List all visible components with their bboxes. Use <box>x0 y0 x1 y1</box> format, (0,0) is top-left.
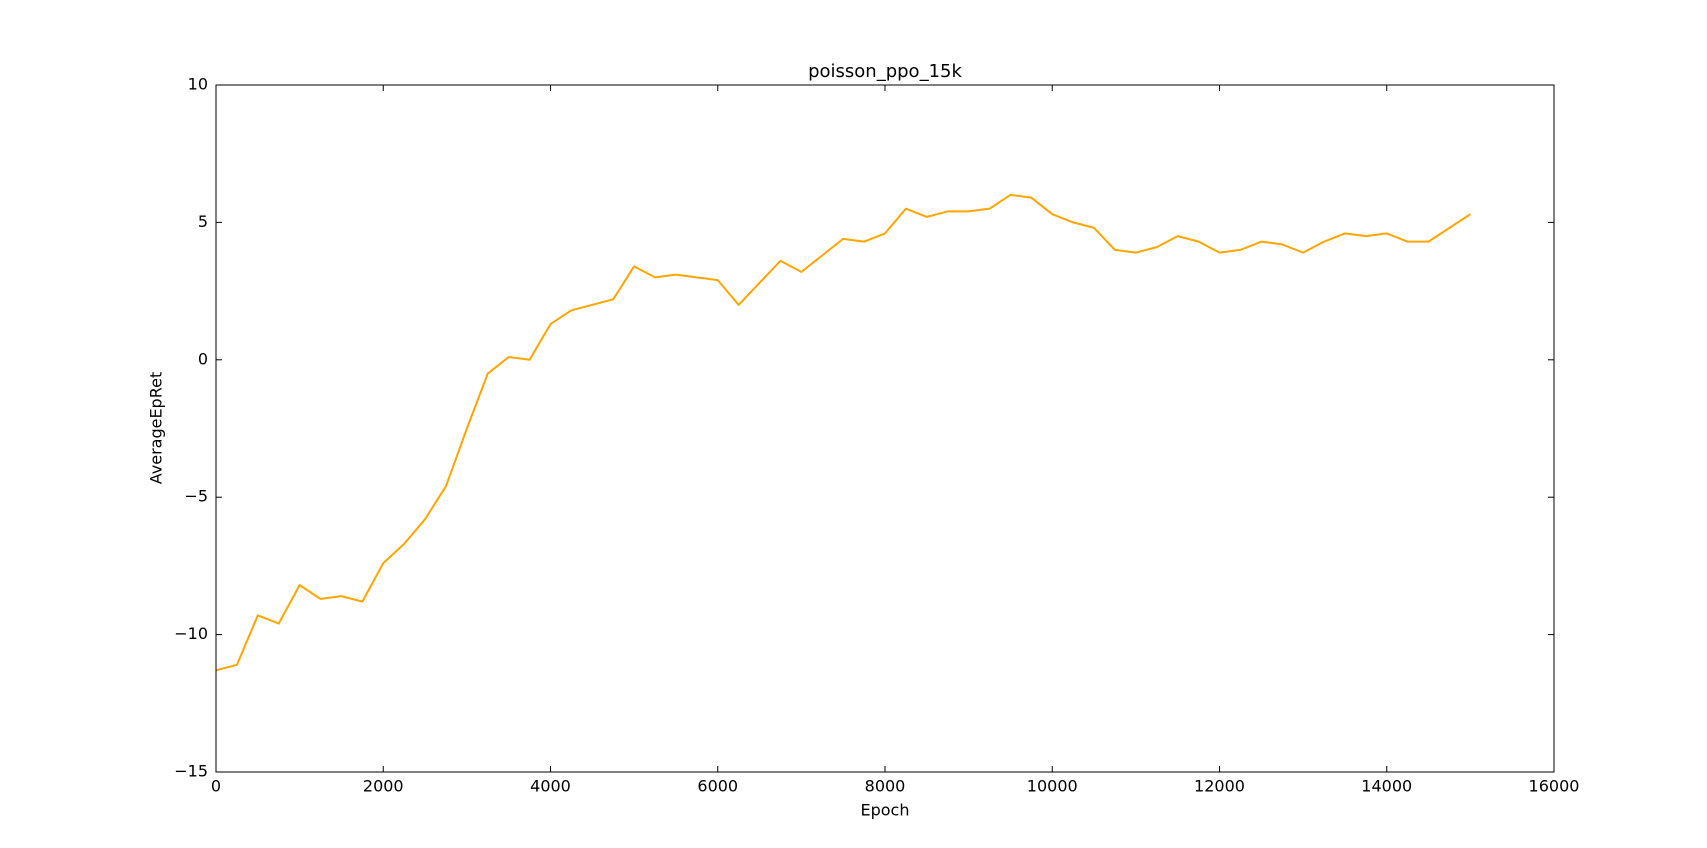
x-axis-label: Epoch <box>861 801 910 820</box>
x-tick-label: 12000 <box>1194 777 1245 796</box>
y-tick-label: −15 <box>174 762 208 781</box>
y-tick-label: 5 <box>198 212 208 231</box>
x-tick-label: 0 <box>211 777 221 796</box>
x-tick-label: 14000 <box>1361 777 1412 796</box>
x-tick-label: 8000 <box>865 777 906 796</box>
x-tick-label: 2000 <box>363 777 404 796</box>
data-line <box>215 193 1471 672</box>
x-tick-label: 6000 <box>697 777 738 796</box>
y-tick-label: 0 <box>198 349 208 368</box>
x-tick-label: 4000 <box>530 777 571 796</box>
y-tick-label: −5 <box>184 487 208 506</box>
chart-title: poisson_ppo_15k <box>808 61 962 82</box>
y-tick-label: −10 <box>174 624 208 643</box>
x-tick-label: 16000 <box>1529 777 1580 796</box>
y-tick-label: 10 <box>188 75 208 94</box>
x-tick-label: 10000 <box>1027 777 1078 796</box>
plot-frame <box>215 84 1555 773</box>
y-axis-label: AverageEpRet <box>147 372 166 484</box>
